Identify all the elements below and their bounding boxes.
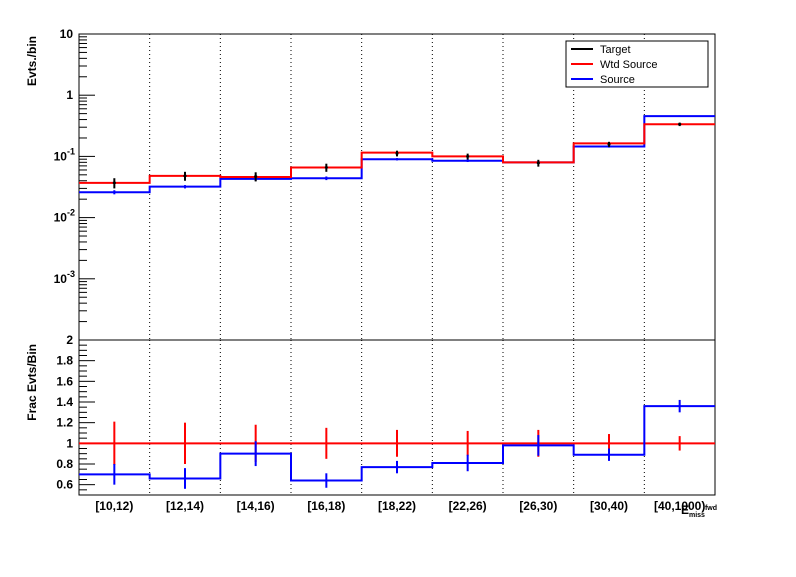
legend-label: Target (600, 44, 631, 56)
y-tick-label: 1.8 (56, 354, 73, 368)
legend-label: Source (600, 74, 635, 86)
bottom-y-axis-title: Frac Evts/Bin (25, 344, 39, 421)
y-tick-label: 1 (66, 436, 73, 450)
y-tick-label: 1 (66, 88, 73, 102)
y-tick-label: 2 (66, 333, 73, 347)
x-tick-label: [10,12) (95, 499, 133, 513)
x-tick-label: [16,18) (307, 499, 345, 513)
x-tick-label: [30,40) (590, 499, 628, 513)
x-tick-label: [12,14) (166, 499, 204, 513)
y-tick-label: 1.6 (56, 374, 73, 388)
y-tick-label: 0.6 (56, 478, 73, 492)
y-tick-label: 1.2 (56, 416, 73, 430)
y-tick-label: 10 (60, 27, 74, 41)
y-tick-label: 10-2 (54, 208, 75, 225)
legend: Target Wtd Source Source (565, 40, 709, 88)
y-tick-label: 10-3 (54, 269, 75, 286)
x-tick-label: [40,1000) (654, 499, 705, 513)
x-axis-title: Emissfwd (681, 503, 717, 519)
y-tick-label: 0.8 (56, 457, 73, 471)
top-y-axis-title: Evts./bin (25, 36, 39, 86)
top-panel: 10 1 10-1 10-2 10-3 Evts./bin (25, 27, 716, 341)
x-tick-label: [22,26) (449, 499, 487, 513)
bottom-panel: 0.6 0.8 1 1.2 1.4 1.6 1.8 2 Frac Evts/Bin [10,12)… (25, 333, 717, 519)
y-tick-label: 1.4 (56, 395, 73, 409)
x-tick-label: [26,30) (519, 499, 557, 513)
legend-label: Wtd Source (600, 59, 657, 71)
x-tick-label: [14,16) (237, 499, 275, 513)
y-tick-label: 10-1 (54, 146, 75, 163)
x-tick-label: [18,22) (378, 499, 416, 513)
